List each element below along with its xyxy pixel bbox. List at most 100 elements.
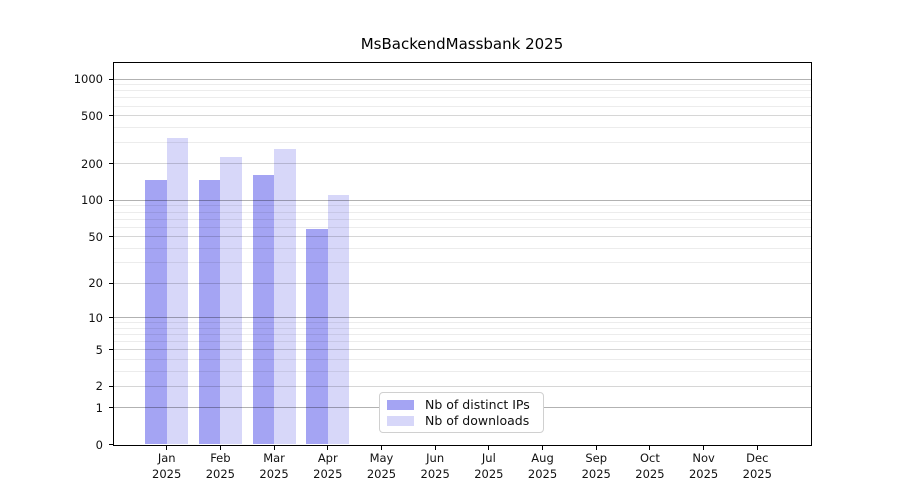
y-tick-label-500: 500: [81, 108, 103, 123]
gridline-minor-90: [113, 205, 811, 207]
x-tick-year: 2025: [474, 466, 504, 481]
x-tick-month: Aug: [531, 451, 554, 465]
gridline-10: [113, 317, 811, 319]
gridline-20: [113, 282, 811, 284]
x-tick-mark-jun: [434, 445, 436, 450]
x-tick-month: Sep: [585, 451, 608, 465]
gridline-minor-8: [113, 327, 811, 329]
bar-downloads-jan: [166, 138, 189, 445]
x-tick-month: Jun: [426, 451, 445, 465]
x-tick-year: 2025: [688, 466, 719, 481]
bar-distinct-ips-apr: [306, 228, 328, 445]
legend: Nb of distinct IPs Nb of downloads: [379, 392, 544, 433]
legend-label-distinct-ips: Nb of distinct IPs: [425, 397, 530, 412]
y-tick-label-50: 50: [88, 229, 103, 244]
gridline-100: [113, 199, 811, 201]
gridline-minor-3: [113, 370, 811, 372]
y-tick-mark-100: [108, 199, 113, 201]
x-tick-year: 2025: [635, 466, 665, 481]
gridline-minor-40: [113, 247, 811, 249]
x-tick-label-may: May 2025: [351, 451, 411, 482]
x-tick-label-aug: Aug 2025: [513, 451, 573, 482]
x-tick-label-apr: Apr 2025: [298, 451, 358, 482]
x-tick-year: 2025: [742, 466, 772, 481]
legend-label-downloads: Nb of downloads: [425, 413, 530, 428]
x-tick-mark-feb: [219, 445, 221, 450]
x-tick-mark-oct: [649, 445, 651, 450]
y-tick-mark-200: [108, 163, 113, 165]
legend-swatch-downloads: [387, 416, 414, 426]
y-tick-mark-500: [108, 115, 113, 117]
y-tick-label-100: 100: [81, 193, 103, 208]
gridline-minor-900: [113, 84, 811, 86]
gridline-minor-300: [113, 142, 811, 144]
gridline-minor-80: [113, 211, 811, 213]
x-tick-label-mar: Mar 2025: [244, 451, 304, 482]
bar-downloads-feb: [220, 156, 242, 445]
gridline-50: [113, 236, 811, 238]
x-tick-year: 2025: [581, 466, 611, 481]
y-tick-mark-0: [108, 444, 113, 445]
x-tick-month: Apr: [317, 451, 338, 465]
x-tick-mark-nov: [703, 445, 705, 450]
y-tick-mark-1: [108, 407, 113, 409]
gridline-minor-6: [113, 341, 811, 343]
gridline-minor-4: [113, 358, 811, 360]
y-tick-label-200: 200: [81, 156, 103, 171]
chart-title: MsBackendMassbank 2025: [360, 35, 564, 53]
x-tick-mark-may: [380, 445, 382, 450]
x-tick-year: 2025: [420, 466, 450, 481]
x-tick-mark-jan: [166, 445, 168, 450]
y-tick-mark-20: [108, 282, 113, 284]
gridline-minor-400: [113, 126, 811, 128]
x-tick-mark-dec: [756, 445, 758, 450]
y-tick-label-20: 20: [88, 276, 103, 291]
gridline-minor-7: [113, 334, 811, 335]
gridline-2: [113, 385, 811, 387]
bar-distinct-ips-jan: [145, 179, 167, 445]
bar-downloads-mar: [274, 149, 296, 445]
gridline-500: [113, 115, 811, 117]
y-tick-label-10: 10: [88, 310, 103, 325]
plot-frame: [112, 61, 812, 446]
x-tick-label-nov: Nov 2025: [674, 451, 734, 482]
x-tick-label-sep: Sep 2025: [566, 451, 626, 482]
y-tick-mark-50: [108, 236, 113, 238]
x-tick-month: Mar: [263, 451, 285, 465]
x-tick-month: Jul: [481, 451, 496, 465]
y-tick-mark-2: [108, 385, 113, 387]
y-tick-mark-5: [108, 349, 113, 351]
legend-row-downloads: Nb of downloads: [387, 413, 535, 429]
y-tick-mark-1000: [108, 78, 113, 80]
x-tick-month: May: [369, 451, 394, 465]
gridline-minor-70: [113, 218, 811, 220]
x-tick-label-dec: Dec 2025: [727, 451, 787, 482]
x-tick-month: Nov: [692, 451, 715, 465]
gridline-minor-30: [113, 262, 811, 264]
x-tick-month: Oct: [639, 451, 660, 465]
bar-distinct-ips-feb: [198, 179, 221, 445]
x-tick-label-oct: Oct 2025: [620, 451, 680, 482]
x-tick-year: 2025: [366, 466, 397, 481]
x-tick-year: 2025: [259, 466, 289, 481]
gridline-200: [113, 163, 811, 165]
x-tick-month: Dec: [746, 451, 769, 465]
x-tick-mark-sep: [595, 445, 597, 450]
x-tick-year: 2025: [527, 466, 558, 481]
bar-downloads-apr: [327, 195, 350, 445]
x-tick-year: 2025: [313, 466, 343, 481]
x-tick-year: 2025: [205, 466, 236, 481]
y-tick-label-2: 2: [95, 379, 103, 394]
legend-row-distinct-ips: Nb of distinct IPs: [387, 397, 535, 413]
bar-distinct-ips-mar: [252, 175, 275, 445]
gridline-minor-9: [113, 322, 811, 324]
y-tick-label-1: 1: [95, 400, 103, 415]
x-tick-mark-apr: [327, 445, 329, 450]
gridline-minor-600: [113, 105, 811, 107]
x-tick-mark-jul: [488, 445, 490, 450]
x-tick-month: Jan: [157, 451, 176, 465]
gridline-minor-800: [113, 90, 811, 92]
x-tick-label-jul: Jul 2025: [459, 451, 519, 482]
x-tick-mark-aug: [542, 445, 544, 450]
